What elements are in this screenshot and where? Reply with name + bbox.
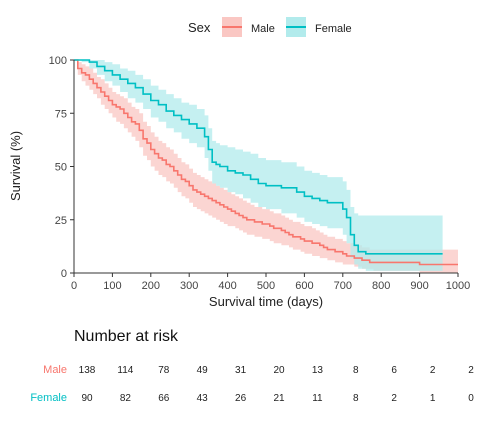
risk-count-female: 1 [430,393,436,404]
risk-count-male: 114 [117,365,133,376]
y-tick-label: 75 [55,108,67,120]
x-tick-label: 600 [295,280,313,292]
y-tick-label: 0 [61,268,67,280]
y-tick-label: 25 [55,215,67,227]
risk-count-female: 26 [235,393,247,404]
risk-count-male: 13 [312,365,324,376]
x-tick-label: 800 [372,280,390,292]
risk-count-female: 11 [312,393,323,404]
risk-row-label-male: Male [43,364,67,376]
survival-curve-female [74,59,443,255]
risk-count-female: 2 [391,393,397,404]
x-tick-label: 900 [410,280,428,292]
x-tick-label: 100 [103,280,121,292]
risk-count-male: 31 [235,365,247,376]
confidence-bands [74,60,458,273]
x-axis-title: Survival time (days) [209,294,323,309]
y-tick-label: 100 [49,55,67,67]
y-ticks: 0 25 50 75 100 [49,55,74,280]
risk-count-female: 90 [81,393,93,404]
risk-count-male: 78 [158,365,170,376]
ci-band-female [74,60,443,271]
risk-count-female: 43 [197,393,209,404]
risk-count-female: 66 [158,393,170,404]
x-tick-label: 400 [218,280,236,292]
risk-count-female: 82 [120,393,132,404]
x-tick-label: 200 [142,280,160,292]
risk-row-label-female: Female [30,392,67,404]
x-tick-label: 500 [257,280,275,292]
risk-count-male: 49 [197,365,209,376]
x-tick-label: 300 [180,280,198,292]
x-tick-label: 1000 [446,280,470,292]
risk-table-title: Number at risk [74,328,179,345]
risk-count-male: 138 [79,365,96,376]
x-ticks: 0 100 200 300 400 500 600 700 800 900 1000 [71,273,470,292]
survival-curve-male [74,59,458,266]
x-tick-label: 0 [71,280,77,292]
risk-count-male: 6 [391,365,397,376]
risk-count-female: 8 [353,393,359,404]
risk-count-female: 0 [468,393,474,404]
risk-count-male: 2 [430,365,436,376]
x-tick-label: 700 [334,280,352,292]
y-tick-label: 50 [55,162,67,174]
legend-label-female: Female [315,23,352,35]
risk-count-male: 8 [353,365,359,376]
legend: Sex Male Female [188,17,352,37]
y-axis-title: Survival (%) [8,131,23,201]
legend-label-male: Male [251,23,275,35]
risk-count-male: 20 [273,365,285,376]
risk-count-male: 2 [468,365,474,376]
risk-count-female: 21 [273,393,285,404]
legend-title: Sex [188,20,211,35]
survival-curves [74,59,458,266]
